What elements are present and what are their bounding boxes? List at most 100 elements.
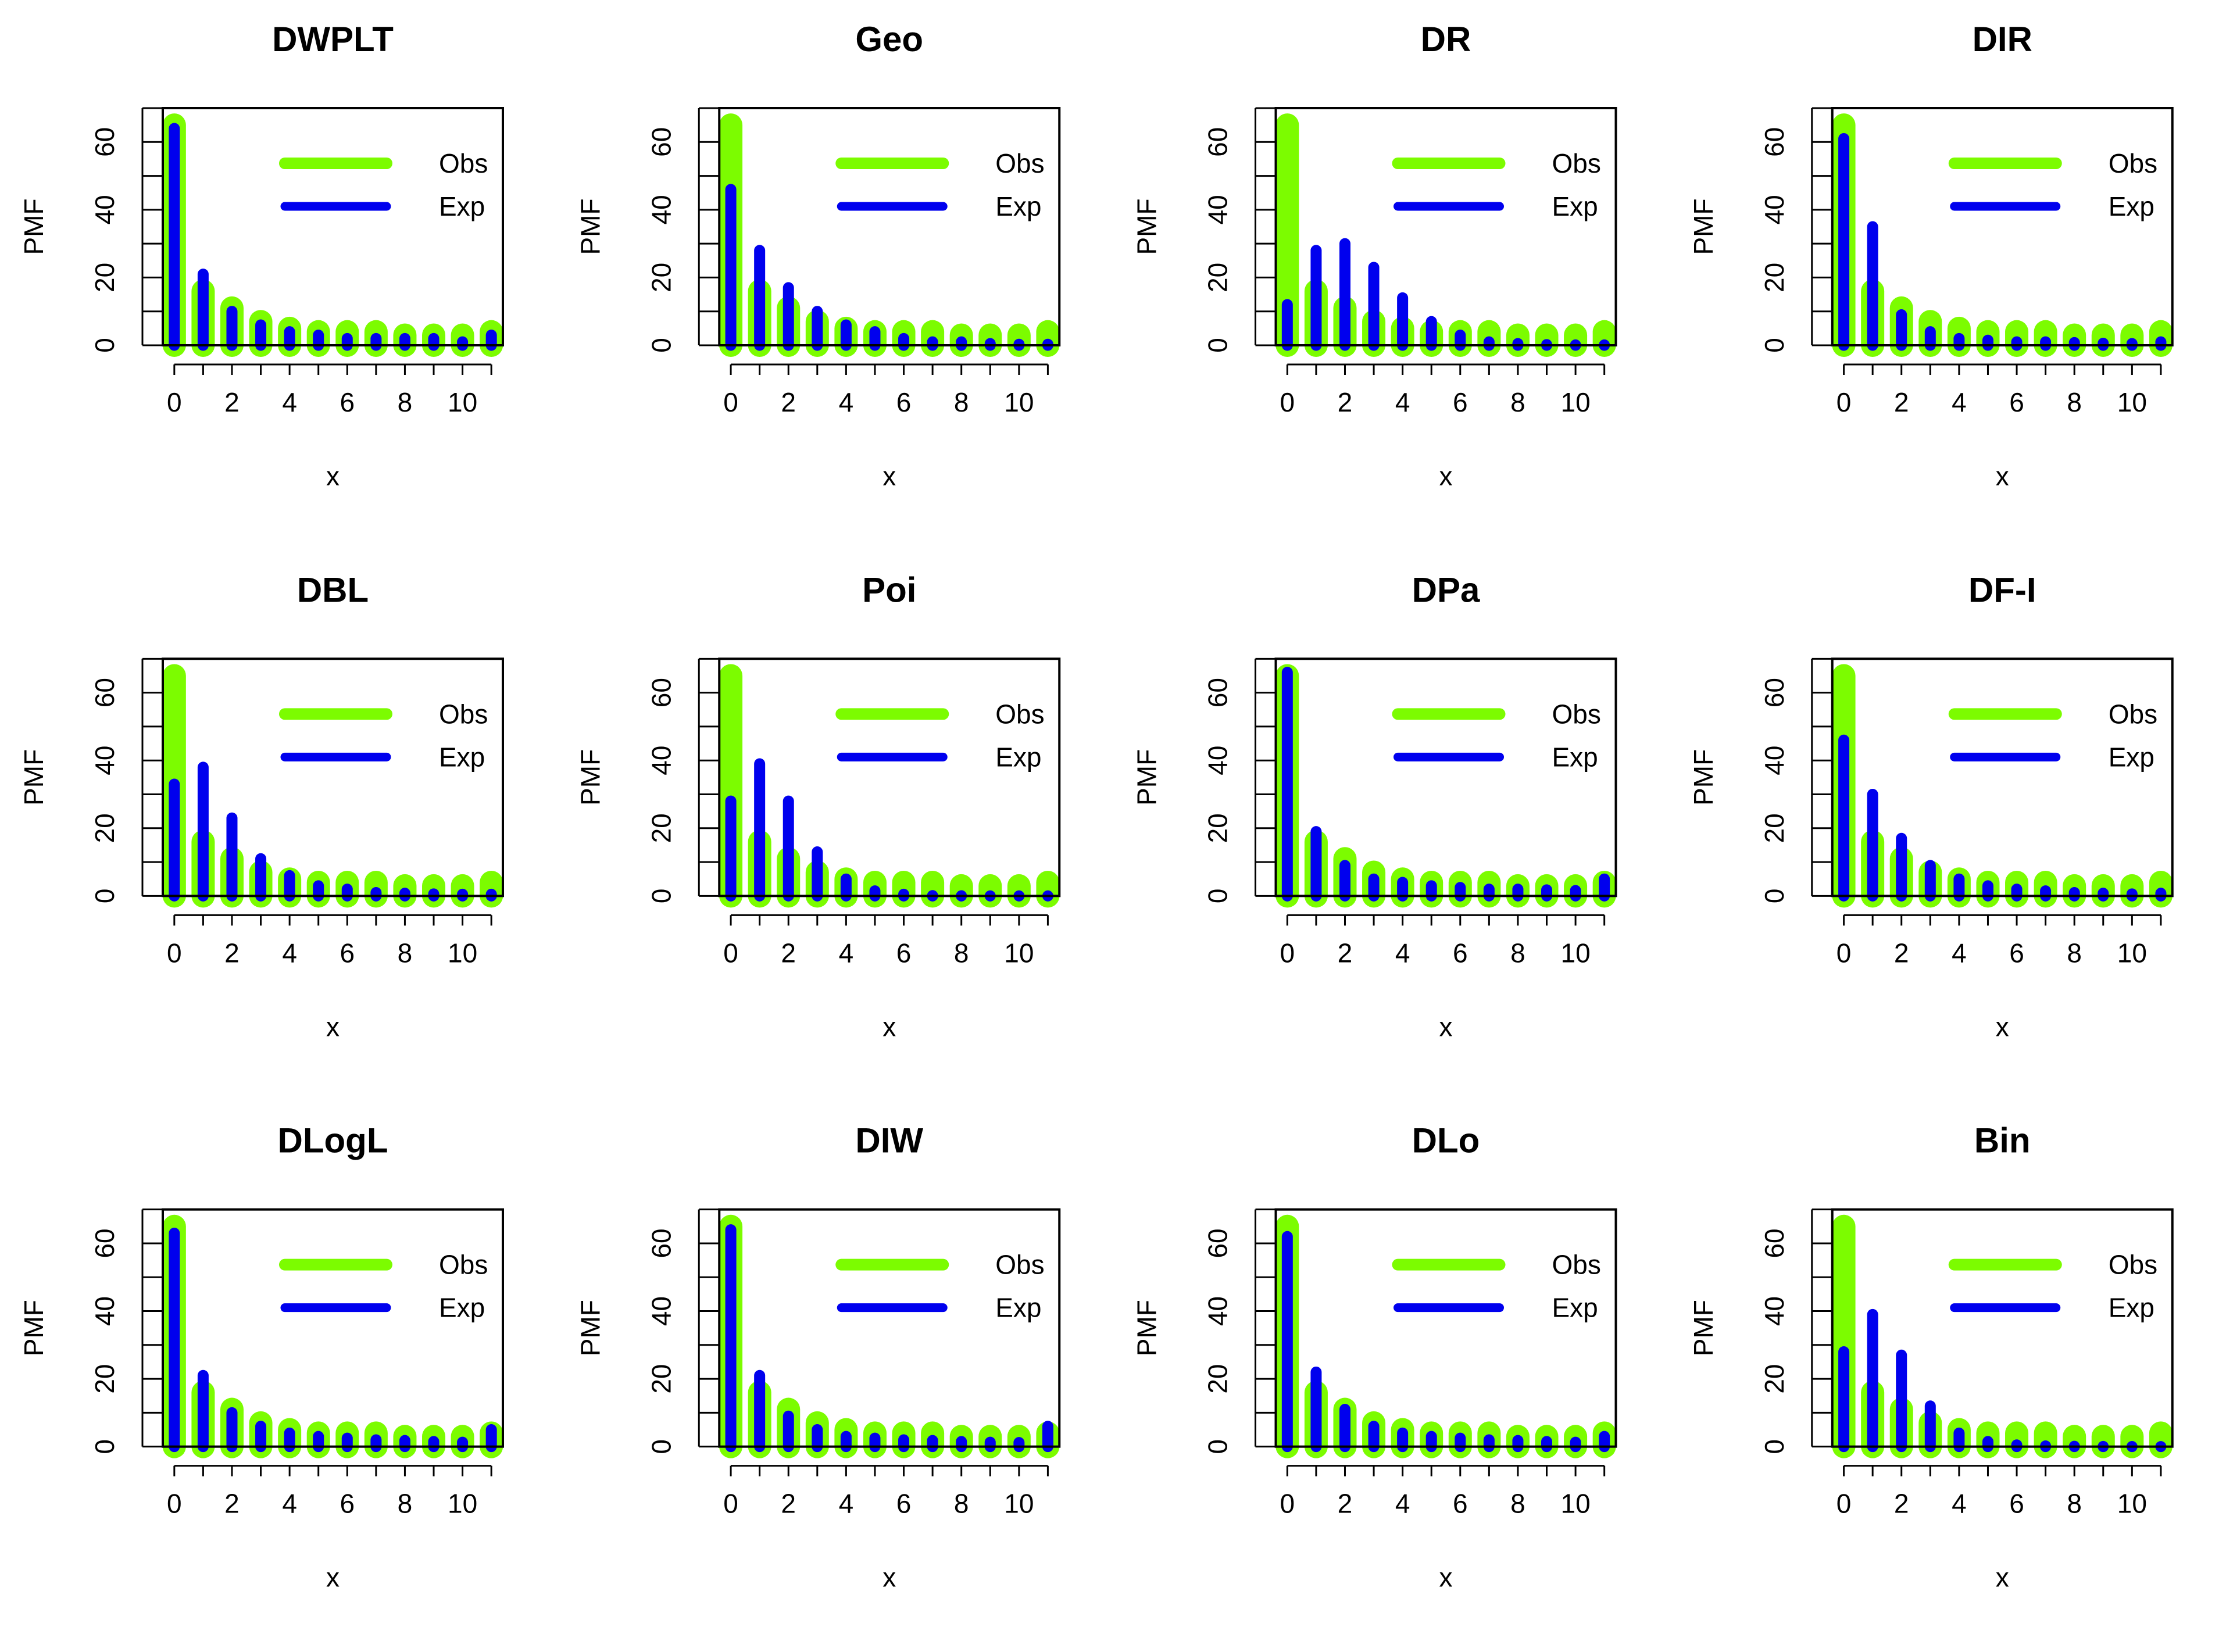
y-axis-label: PMF [19,749,49,806]
y-tick-label: 0 [1759,889,1789,904]
y-axis-label: PMF [1132,198,1162,255]
x-tick-label: 6 [2009,938,2024,968]
x-tick-label: 4 [1952,1489,1967,1519]
x-tick-label: 2 [1338,1489,1353,1519]
legend-obs-label: Obs [1552,699,1601,729]
y-tick-label: 20 [1759,813,1789,843]
y-tick-label: 20 [1759,263,1789,292]
panel-title: DIR [1973,20,2032,59]
panel-diw: DIW 0 20 40 60 0 2 4 6 8 10 x PMF Obs Exp [575,1121,1061,1593]
x-axis-label: x [326,1562,340,1593]
x-tick-label: 2 [224,387,240,417]
panel-title: DIW [855,1121,923,1160]
x-tick-label: 4 [839,938,854,968]
x-axis-label: x [1439,461,1453,491]
y-axis-label: PMF [1688,1300,1718,1356]
y-tick-label: 40 [90,746,120,775]
x-tick-label: 2 [781,938,796,968]
panel-title: DLo [1412,1121,1480,1160]
x-tick-label: 10 [1561,1489,1591,1519]
plot-box [1831,1208,2174,1448]
x-tick-label: 4 [1952,938,1967,968]
y-tick-label: 0 [1759,1439,1789,1454]
y-tick-label: 20 [646,813,676,843]
panel-poi: Poi 0 20 40 60 0 2 4 6 8 10 x PMF Obs Exp [575,570,1061,1042]
x-tick-label: 0 [1280,387,1295,417]
y-tick-label: 60 [1203,1228,1233,1258]
x-axis-label: x [882,1011,896,1042]
x-tick-label: 6 [896,1489,912,1519]
x-tick-label: 4 [1952,387,1967,417]
panel-title: DBL [297,570,369,609]
panel-title: DLogL [278,1121,388,1160]
y-tick-label: 60 [1203,127,1233,157]
x-tick-label: 0 [167,387,182,417]
y-tick-label: 0 [646,1439,676,1454]
x-tick-label: 8 [398,387,413,417]
x-tick-label: 0 [1836,1489,1852,1519]
y-tick-label: 60 [1203,678,1233,707]
x-tick-label: 4 [839,1489,854,1519]
x-axis-label: x [882,461,896,491]
x-tick-label: 0 [167,938,182,968]
x-tick-label: 0 [167,1489,182,1519]
y-tick-label: 40 [90,195,120,224]
x-tick-label: 10 [1004,938,1034,968]
x-axis-label: x [326,461,340,491]
y-tick-label: 40 [1203,195,1233,224]
y-tick-label: 0 [90,338,120,353]
x-tick-label: 8 [954,938,969,968]
legend-exp-label: Exp [1552,742,1598,772]
x-tick-label: 0 [1280,938,1295,968]
legend-exp-label: Exp [439,1293,485,1323]
x-tick-label: 6 [2009,387,2024,417]
y-tick-label: 20 [1203,1364,1233,1394]
plot-box [1831,657,2174,897]
x-tick-label: 0 [723,938,738,968]
x-tick-label: 6 [1453,1489,1468,1519]
y-tick-label: 20 [1203,263,1233,292]
plot-box [718,107,1061,346]
y-tick-label: 40 [646,1296,676,1326]
y-tick-label: 60 [1759,1228,1789,1258]
y-axis-label: PMF [575,1300,605,1356]
y-tick-label: 40 [90,1296,120,1326]
y-tick-label: 0 [90,889,120,904]
y-tick-label: 0 [1203,1439,1233,1454]
x-tick-label: 2 [1894,938,1909,968]
x-tick-label: 4 [1395,387,1410,417]
x-tick-label: 6 [1453,387,1468,417]
panel-title: Geo [855,20,923,59]
panel-title: Bin [1974,1121,2031,1160]
x-tick-label: 2 [224,938,240,968]
y-tick-label: 20 [1203,813,1233,843]
legend-exp-label: Exp [1552,191,1598,221]
x-axis-label: x [1996,461,2009,491]
x-tick-label: 4 [1395,1489,1410,1519]
plot-box [1274,107,1617,346]
y-tick-label: 60 [646,127,676,157]
y-tick-label: 0 [646,338,676,353]
x-tick-label: 10 [448,938,477,968]
x-tick-label: 6 [2009,1489,2024,1519]
x-tick-label: 0 [1836,938,1852,968]
panel-title: DPa [1412,570,1480,609]
x-tick-label: 10 [1561,387,1591,417]
panel-title: DF-I [1968,570,2036,609]
y-tick-label: 0 [1203,338,1233,353]
x-tick-label: 10 [1004,387,1034,417]
legend-exp-label: Exp [995,742,1041,772]
x-tick-label: 0 [723,1489,738,1519]
y-tick-label: 20 [90,813,120,843]
panel-title: DWPLT [272,20,394,59]
y-tick-label: 20 [90,263,120,292]
x-tick-label: 8 [1510,1489,1525,1519]
legend-obs-label: Obs [2109,1250,2157,1280]
legend-exp-label: Exp [439,191,485,221]
plot-box [1831,107,2174,346]
x-tick-label: 2 [781,387,796,417]
y-tick-label: 60 [90,1228,120,1258]
y-tick-label: 20 [646,1364,676,1394]
panel-dlogl: DLogL 0 20 40 60 0 2 4 6 8 10 x PMF Obs Exp [19,1121,504,1593]
